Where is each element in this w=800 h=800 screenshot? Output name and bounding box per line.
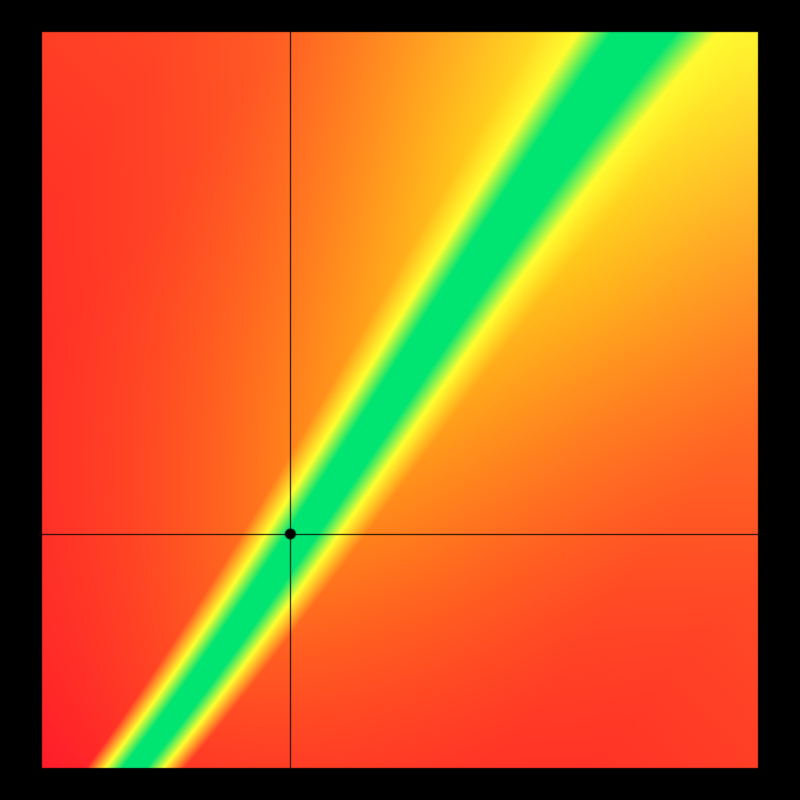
chart-frame: TheBottleneck.com (0, 0, 800, 800)
heatmap-canvas (0, 0, 800, 800)
